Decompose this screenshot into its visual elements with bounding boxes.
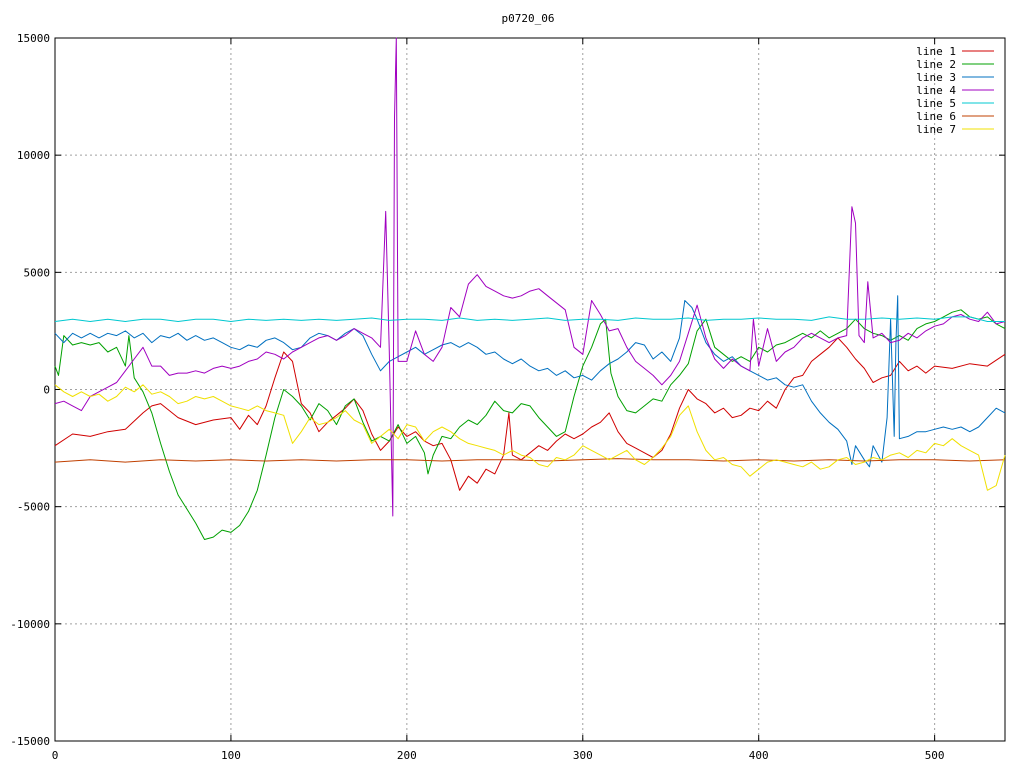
x-tick-label: 100 bbox=[221, 749, 241, 762]
legend-label: line 2 bbox=[916, 58, 956, 71]
y-tick-label: 0 bbox=[43, 384, 50, 397]
y-tick-label: 15000 bbox=[17, 32, 50, 45]
grid-lines bbox=[55, 38, 1005, 741]
series-line-4 bbox=[54, 37, 1006, 517]
y-tick-label: 10000 bbox=[17, 149, 50, 162]
series-line-2 bbox=[54, 309, 1006, 540]
series-line-3 bbox=[54, 295, 1006, 468]
series-lines bbox=[54, 37, 1006, 540]
legend-label: line 6 bbox=[916, 110, 956, 123]
legend-label: line 1 bbox=[916, 45, 956, 58]
x-tick-label: 400 bbox=[749, 749, 769, 762]
axis-ticks: 0 100 200 300 400 500 -15000 -10000 -5000 0 5000 10… bbox=[10, 32, 1005, 762]
legend-label: line 7 bbox=[916, 123, 956, 136]
series-line-1 bbox=[54, 337, 1006, 491]
x-tick-label: 300 bbox=[573, 749, 593, 762]
series-line-5 bbox=[54, 316, 1005, 322]
chart-title: p0720_06 bbox=[502, 12, 555, 25]
x-tick-label: 200 bbox=[397, 749, 417, 762]
series-line-6 bbox=[54, 458, 1006, 463]
x-tick-label: 0 bbox=[52, 749, 59, 762]
y-tick-label: -10000 bbox=[10, 618, 50, 631]
legend-label: line 4 bbox=[916, 84, 956, 97]
y-tick-label: -15000 bbox=[10, 735, 50, 748]
y-tick-label: -5000 bbox=[17, 501, 50, 514]
x-tick-label: 500 bbox=[925, 749, 945, 762]
y-tick-label: 5000 bbox=[24, 266, 51, 279]
series-line-7 bbox=[54, 384, 1006, 491]
legend-label: line 5 bbox=[916, 97, 956, 110]
legend-label: line 3 bbox=[916, 71, 956, 84]
